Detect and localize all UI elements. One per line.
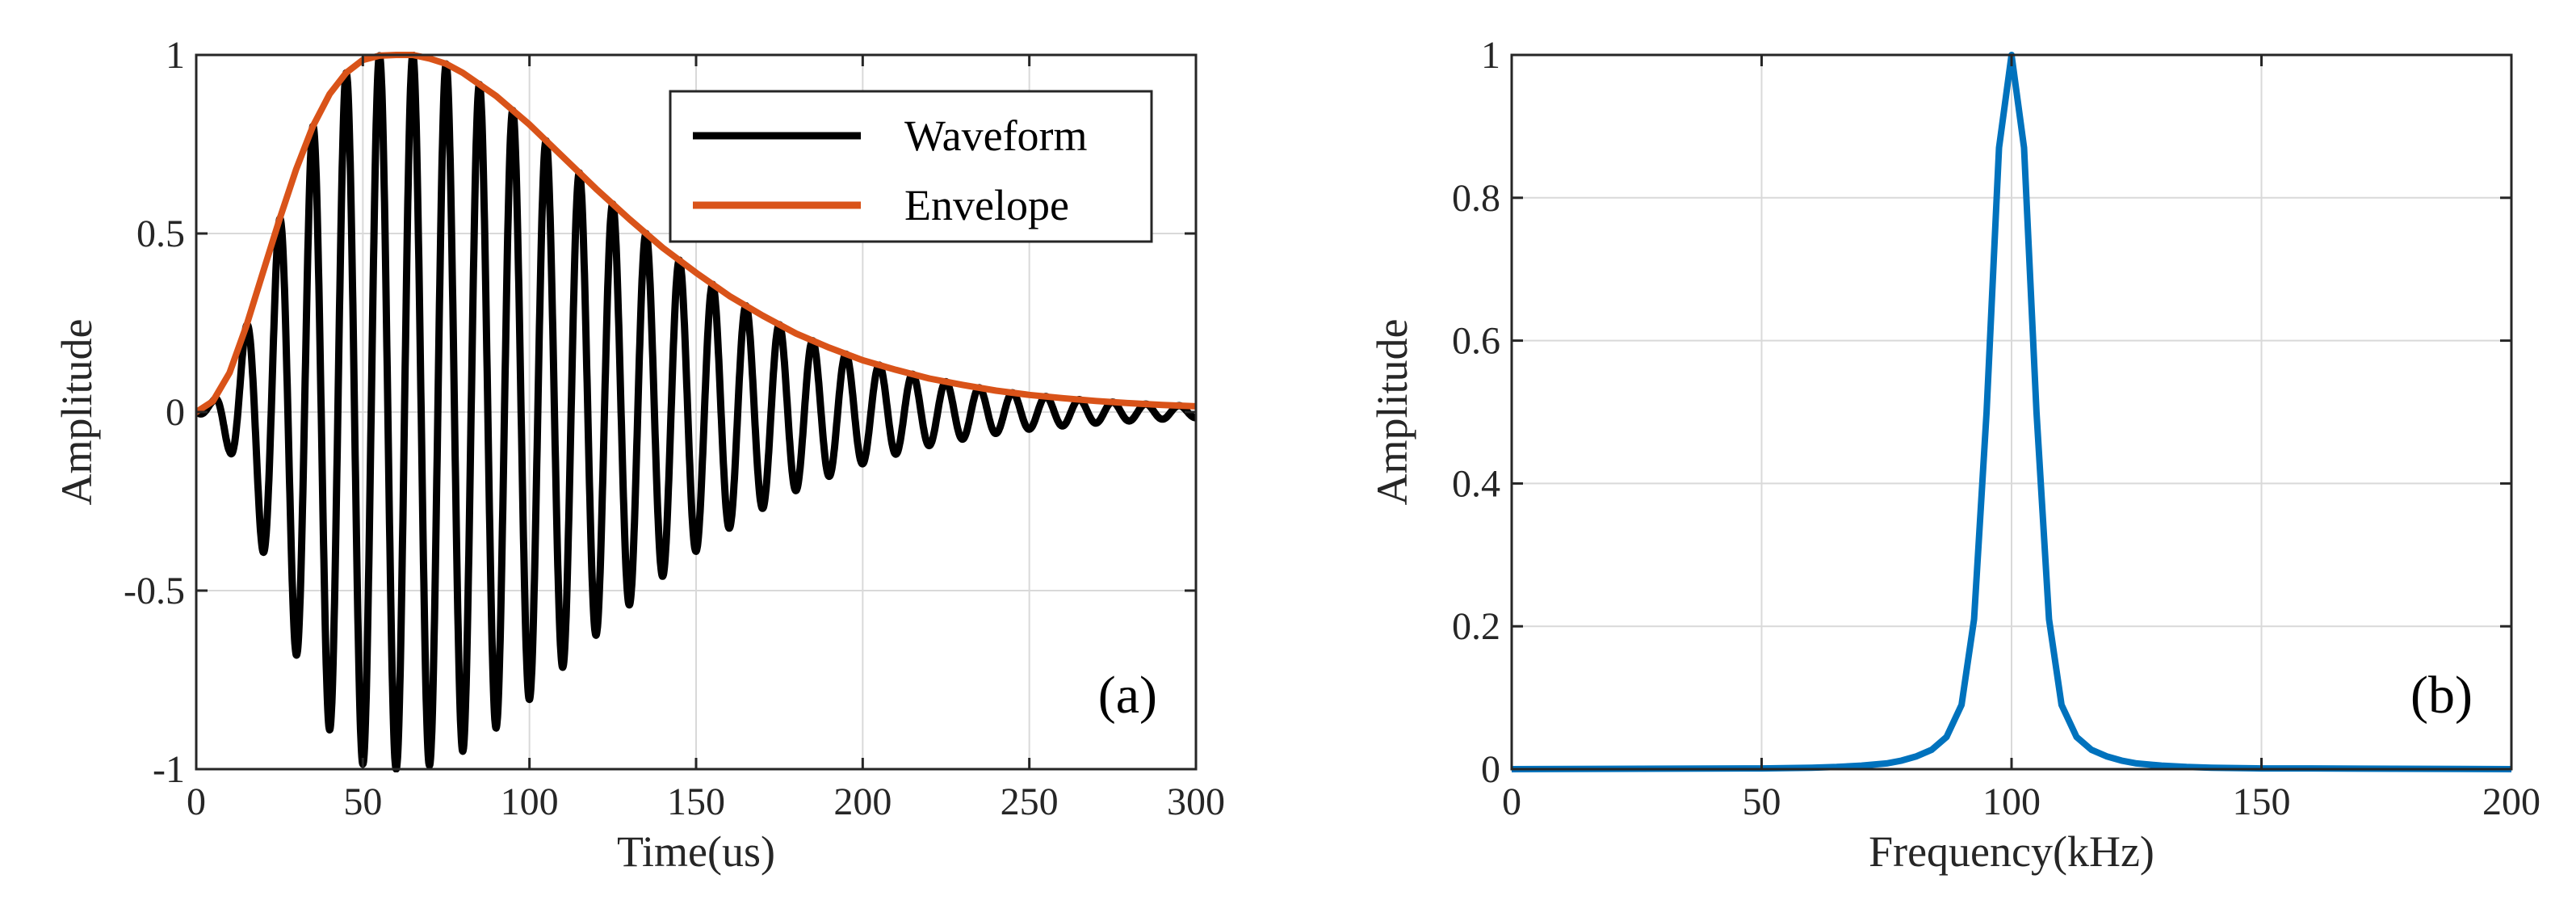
x-tick-label: 100 <box>1982 780 2041 823</box>
y-tick-label: 0.2 <box>1452 605 1500 648</box>
y-tick-label: -1 <box>153 748 185 791</box>
legend-box <box>669 90 1153 243</box>
legend-label-waveform: Waveform <box>904 111 1088 160</box>
x-tick-label: 0 <box>1502 780 1521 823</box>
x-tick-label: 250 <box>1001 780 1059 823</box>
x-tick-label: 150 <box>2233 780 2291 823</box>
x-tick-label: 100 <box>501 780 559 823</box>
x-tick-label: 200 <box>833 780 892 823</box>
x-tick-label: 0 <box>187 780 206 823</box>
panel-a: 0 50 100 150 200 250 300 -1 -0.5 0 0.5 1 Time(us) Amp… <box>52 34 1225 876</box>
y-axis-label: Amplitude <box>52 319 101 506</box>
series-line-envelope <box>196 52 1196 415</box>
y-tick-label: 0 <box>166 391 185 434</box>
y-tick-label: 0 <box>1481 748 1500 791</box>
y-tick-label: 0.6 <box>1452 320 1500 363</box>
y-tick-label: 0.5 <box>136 212 185 255</box>
series-line-spectrum <box>1512 52 2511 772</box>
x-tick-label: 300 <box>1167 780 1225 823</box>
y-tick-label: 1 <box>166 34 185 77</box>
x-tick-label: 150 <box>667 780 725 823</box>
legend-label-envelope: Envelope <box>904 181 1069 229</box>
y-tick-label: 0.4 <box>1452 462 1500 505</box>
x-axis-label: Frequency(kHz) <box>1869 827 2154 876</box>
y-tick-label: 0.8 <box>1452 177 1500 220</box>
x-tick-label: 50 <box>343 780 382 823</box>
panel-b: 0 50 100 150 200 0 0.2 0.4 0.6 0.8 1 Frequency(kHz)… <box>1368 34 2540 876</box>
x-tick-label: 200 <box>2482 780 2540 823</box>
x-tick-label: 50 <box>1743 780 1781 823</box>
panel-tag: (a) <box>1098 666 1157 725</box>
panel-tag: (b) <box>2410 666 2473 725</box>
y-tick-label: -0.5 <box>124 570 185 612</box>
x-axis-label: Time(us) <box>617 827 775 876</box>
y-axis-label: Amplitude <box>1368 319 1416 506</box>
y-tick-label: 1 <box>1481 34 1500 77</box>
